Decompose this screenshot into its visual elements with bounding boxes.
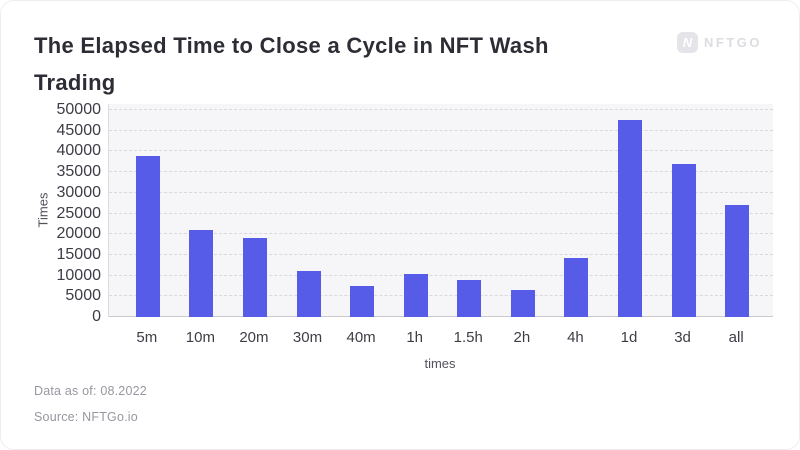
bar-1d[interactable] [617,119,642,317]
x-tick-label-1d: 1d [620,329,638,346]
bar-40m[interactable] [350,286,375,317]
x-axis: 5m 10m 20m 30m 40m 1h 1.5h 2h 4h 1d 3d all [108,329,772,346]
bar-slot-30m [282,104,336,317]
chart-title: The Elapsed Time to Close a Cycle in NFT… [34,27,674,101]
nftgo-logo-text: NFTGO [704,35,762,50]
y-gridline [109,295,773,297]
nftgo-logo: N NFTGO [677,32,762,53]
plot-area [108,104,773,317]
bars [109,104,773,317]
bar-slot-4h [550,104,604,317]
x-axis-baseline [109,316,773,317]
chart-title-line2: Trading [34,70,116,95]
bar-3d[interactable] [671,164,696,317]
x-tick-label-5m: 5m [136,329,158,346]
bar-1.5h[interactable] [457,279,482,317]
x-tick-label-30m: 30m [292,329,323,346]
nftgo-logo-icon: N [677,32,698,53]
bar-all[interactable] [725,205,750,317]
source-label: Source: NFTGo.io [34,410,138,424]
y-gridline [109,150,773,152]
y-tick-label-35000: 35000 [56,163,102,181]
y-tick-label-0: 0 [92,308,101,325]
y-gridline [109,274,773,276]
y-axis-title: Times [35,192,51,228]
chart-title-line1: The Elapsed Time to Close a Cycle in NFT… [34,33,549,58]
bar-slot-1d [603,104,657,317]
bar-slot-2h [496,104,550,317]
y-tick-label-30000: 30000 [56,183,102,201]
bar-5m[interactable] [135,155,160,317]
bar-slot-10m [175,104,229,317]
y-gridline [109,171,773,173]
y-tick-label-25000: 25000 [56,204,102,222]
bar-1h[interactable] [403,274,428,317]
y-tick-label-50000: 50000 [56,101,102,118]
x-tick-label-40m: 40m [346,329,376,346]
x-tick-label-1h: 1h [406,329,424,346]
x-tick-label-1.5h: 1.5h [453,329,483,346]
y-axis-ticks: 0 5000 10000 15000 20000 25000 30000 35000 40000… [1,101,102,325]
x-tick-label-all: all [728,329,744,346]
bar-slot-5m [121,104,175,317]
bar-slot-all [710,104,764,317]
y-gridline [109,129,773,131]
bar-30m[interactable] [296,271,321,317]
y-tick-label-40000: 40000 [56,142,102,160]
bar-2h[interactable] [510,290,535,317]
y-tick-label-5000: 5000 [65,287,101,305]
y-tick-label-45000: 45000 [56,121,102,139]
x-tick-label-10m: 10m [185,329,215,346]
data-as-of-label: Data as of: 08.2022 [34,384,147,398]
bar-slot-3d [657,104,711,317]
bar-slot-20m [228,104,282,317]
x-tick-label-4h: 4h [567,329,584,346]
bar-slot-1h [389,104,443,317]
y-gridline [109,212,773,214]
y-gridline [109,109,773,110]
y-gridline [109,253,773,255]
x-tick-label-20m: 20m [239,329,269,346]
x-axis-title: times [424,356,456,371]
x-axis-labels: 5m 10m 20m 30m 40m 1h 1.5h 2h 4h 1d 3d all [108,329,772,346]
x-tick-label-2h: 2h [513,329,531,346]
bar-10m[interactable] [189,230,214,317]
bar-chart: 0 5000 10000 15000 20000 25000 30000 35000 40000… [1,101,799,325]
bar-4h[interactable] [564,258,589,317]
x-tick-label-3d: 3d [674,329,691,346]
bar-slot-1.5h [442,104,496,317]
y-tick-label-20000: 20000 [56,225,102,243]
y-tick-label-10000: 10000 [56,266,102,284]
y-gridline [109,233,773,235]
bar-20m[interactable] [242,238,267,317]
y-tick-label-15000: 15000 [56,245,102,263]
bar-slot-40m [335,104,389,317]
y-gridline [109,191,773,193]
